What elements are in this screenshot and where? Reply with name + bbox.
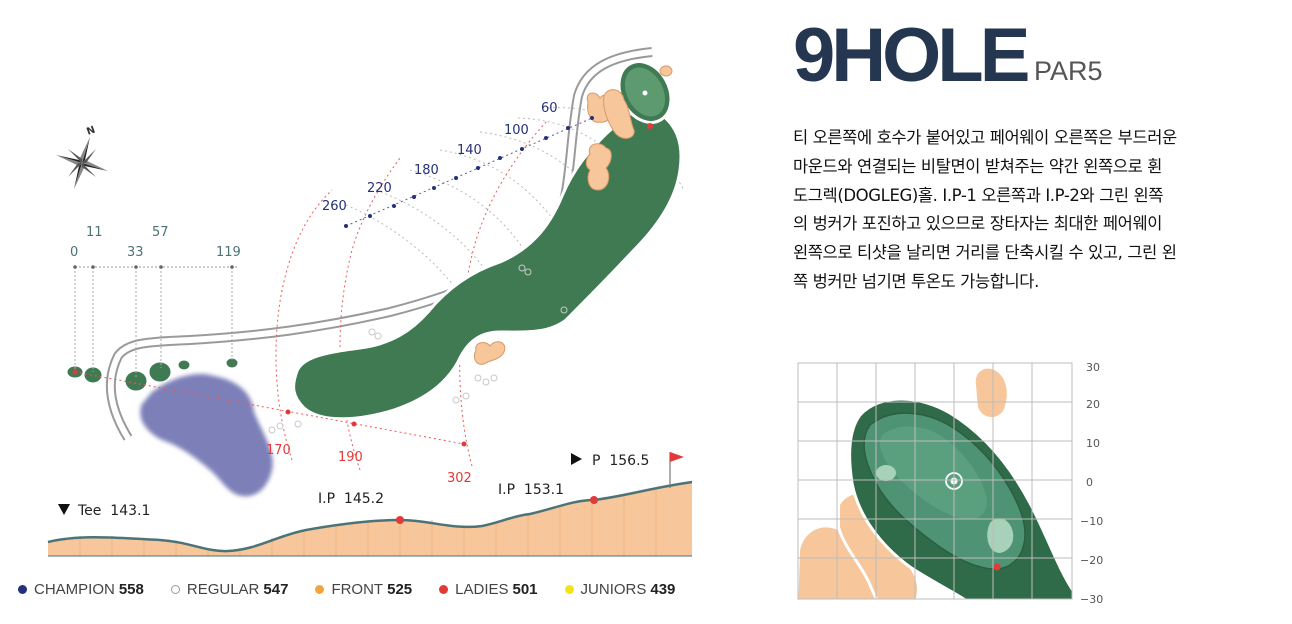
tee-distance-label: 11	[86, 225, 103, 240]
green-scale-label: −10	[1080, 515, 1103, 528]
distance-arcs	[275, 119, 549, 471]
yardage-label: 220	[367, 181, 392, 196]
ip-distance-label: 190	[338, 450, 363, 465]
yardage-label: 260	[322, 199, 347, 214]
legend-juniors: JUNIORS 439	[564, 581, 675, 598]
compass-rose-icon: N	[56, 125, 108, 189]
ip2-elevation-label: I.P 153.1	[498, 482, 564, 498]
tree-clusters	[268, 264, 568, 434]
green-scale-label: 10	[1086, 437, 1100, 450]
legend-ladies: LADIES 501	[439, 581, 538, 598]
tee-distance-label: 0	[70, 245, 78, 260]
elevation-profile	[47, 480, 693, 557]
legend-regular: REGULAR 547	[170, 581, 288, 598]
par-label: PAR5	[1034, 56, 1103, 86]
tee-distance-label: 119	[216, 245, 241, 260]
tee-legend: CHAMPION 558 REGULAR 547 FRONT 525 LADIES 50…	[18, 578, 702, 600]
legend-dot-icon	[170, 584, 180, 594]
green-scale-label: 30	[1086, 361, 1100, 374]
tee-distance-scale: 0 11 33 57 119	[70, 225, 241, 378]
fairway	[292, 106, 683, 421]
ip-distance-label: 170	[266, 443, 291, 458]
yardage-label: 140	[457, 143, 482, 158]
green-detail: 30 20 10 0 −10 −20 −30	[797, 361, 1103, 606]
pin-elevation-label: P 156.5	[592, 453, 649, 469]
hole-map: N	[47, 47, 693, 557]
hole-title: 9HOLE	[793, 13, 1030, 98]
yardage-label: 60	[541, 101, 558, 116]
bunkers	[473, 65, 673, 365]
hole-description: 티 오른쪽에 호수가 붙어있고 페어웨이 오른쪽은 부드러운 마운드와 연결되는…	[793, 128, 1177, 291]
green-scale-label: −20	[1080, 554, 1103, 567]
green-scale-label: −30	[1080, 593, 1103, 606]
legend-dot-icon	[564, 584, 574, 594]
legend-dot-icon	[18, 584, 27, 594]
tee-distance-label: 33	[127, 245, 144, 260]
ip-markers	[72, 369, 467, 447]
ip-distance-label: 302	[447, 471, 472, 486]
water-hazard	[140, 373, 273, 497]
ip1-elevation-label: I.P 145.2	[318, 491, 384, 507]
right-triangle-icon	[571, 453, 582, 465]
legend-dot-icon	[439, 584, 449, 594]
yardage-markers	[344, 116, 594, 228]
green-scale-label: 0	[1086, 476, 1093, 489]
tee-elevation-label: Tee 143.1	[77, 503, 150, 519]
yardage-label: 100	[504, 123, 529, 138]
legend-champion: CHAMPION 558	[18, 581, 144, 598]
legend-front: FRONT 525	[315, 581, 412, 598]
legend-dot-icon	[315, 584, 325, 594]
tee-distance-label: 57	[152, 225, 169, 240]
pin-flag-icon	[669, 452, 684, 488]
down-triangle-icon	[58, 504, 70, 515]
yardage-label: 180	[414, 163, 439, 178]
green-scale-label: 20	[1086, 398, 1100, 411]
svg-text:N: N	[85, 125, 97, 138]
